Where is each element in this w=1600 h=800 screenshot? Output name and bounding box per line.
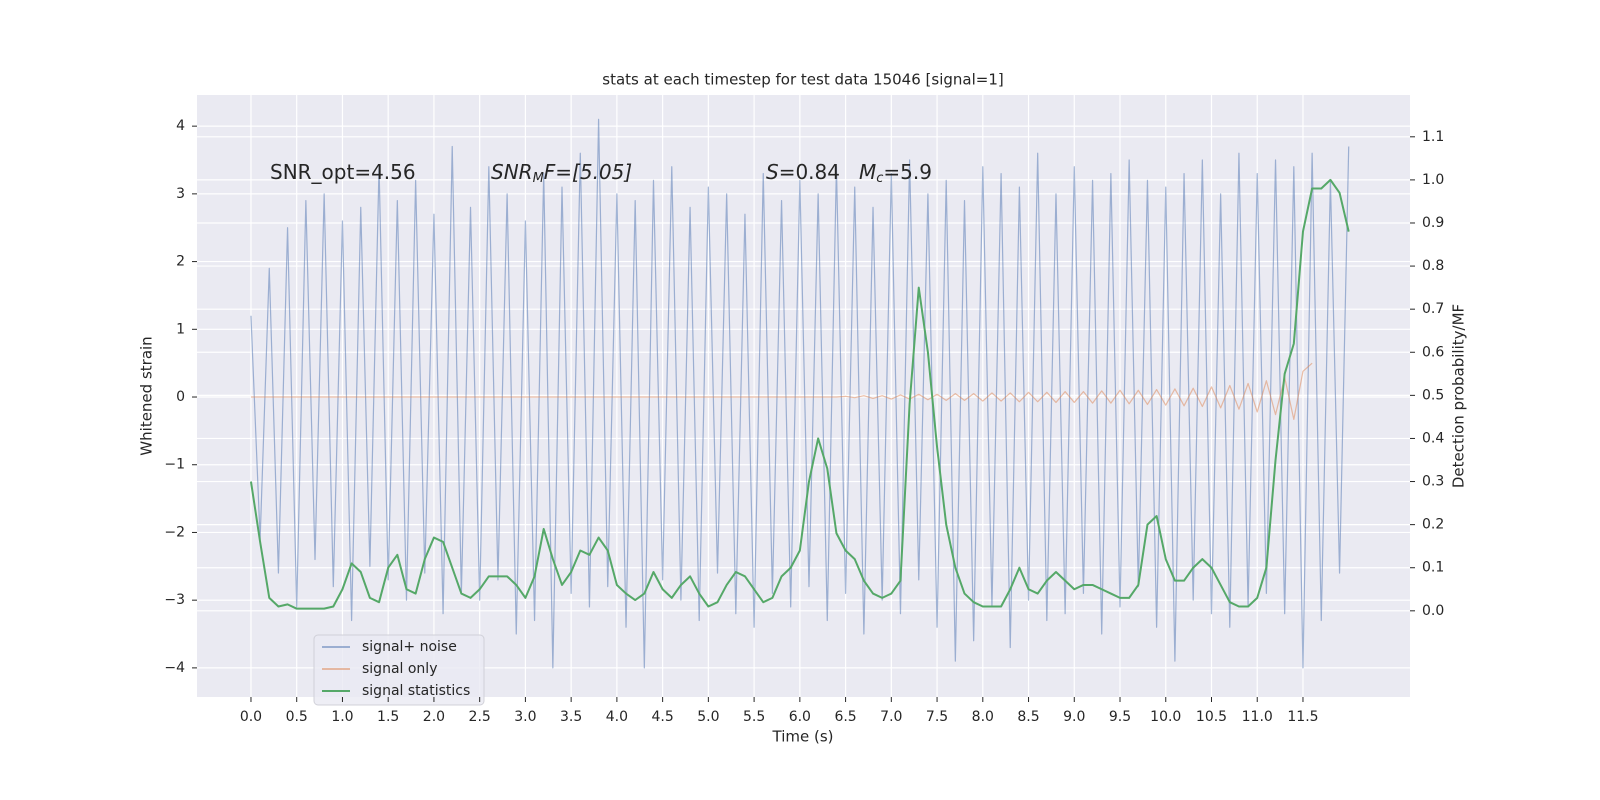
legend-label: signal+ noise <box>362 639 457 655</box>
x-tick-label: 5.0 <box>697 709 719 725</box>
y2-tick-label: 1.1 <box>1422 129 1444 145</box>
annotation: S=0.84 <box>766 160 840 184</box>
legend-label: signal only <box>362 661 437 677</box>
annotation-text: M <box>859 160 876 184</box>
y-tick-label: 0 <box>176 389 185 405</box>
annotation: SNR_opt=4.56 <box>270 160 416 184</box>
x-tick-label: 9.0 <box>1063 709 1085 725</box>
legend-box <box>313 634 485 706</box>
series-line <box>250 118 1350 669</box>
x-tick-label: 6.5 <box>834 709 856 725</box>
series-line <box>250 362 1313 420</box>
y-tick-label: −4 <box>164 660 185 676</box>
x-tick-label: 0.5 <box>286 709 308 725</box>
x-tick-label: 11.0 <box>1242 709 1273 725</box>
y2-tick-label: 0.5 <box>1422 387 1444 403</box>
annotation-text: SNR <box>491 160 533 184</box>
y2-tick-label: 0.8 <box>1422 258 1444 274</box>
y2-tick-label: 0.9 <box>1422 215 1444 231</box>
x-tick-label: 8.0 <box>972 709 994 725</box>
x-tick-label: 11.5 <box>1287 709 1318 725</box>
y2-tick-label: 0.7 <box>1422 301 1444 317</box>
y-tick-label: 2 <box>176 254 185 270</box>
x-tick-label: 2.0 <box>423 709 445 725</box>
x-tick-label: 2.5 <box>469 709 491 725</box>
annotation-text: =0.84 <box>779 160 840 184</box>
x-tick-label: 5.5 <box>743 709 765 725</box>
x-tick-label: 0.0 <box>240 709 262 725</box>
x-tick-label: 10.0 <box>1150 709 1181 725</box>
x-tick-label: 3.0 <box>514 709 536 725</box>
y2-tick-label: 0.6 <box>1422 344 1444 360</box>
annotation-text: SNR_opt=4.56 <box>270 160 416 184</box>
x-axis-label: Time (s) <box>772 728 834 746</box>
x-tick-label: 1.5 <box>377 709 399 725</box>
y-tick-label: 4 <box>176 118 185 134</box>
annotation-text: =5.9 <box>883 160 932 184</box>
y-tick-label: −3 <box>164 592 185 608</box>
x-tick-label: 4.5 <box>651 709 673 725</box>
y2-tick-label: 1.0 <box>1422 172 1444 188</box>
annotation-text: F=[5.05] <box>544 160 632 184</box>
series-line <box>249 178 1350 610</box>
chart-title: stats at each timestep for test data 150… <box>602 71 1003 89</box>
legend-label: signal statistics <box>362 683 470 699</box>
x-tick-label: 3.5 <box>560 709 582 725</box>
y-tick-label: −1 <box>164 457 185 473</box>
x-tick-label: 7.0 <box>880 709 902 725</box>
y2-tick-label: 0.0 <box>1422 603 1444 619</box>
y-tick-label: 3 <box>176 186 185 202</box>
x-tick-label: 4.0 <box>606 709 628 725</box>
x-tick-label: 8.5 <box>1017 709 1039 725</box>
x-tick-label: 6.0 <box>789 709 811 725</box>
x-tick-label: 7.5 <box>926 709 948 725</box>
y2-tick-label: 0.2 <box>1422 517 1444 533</box>
y2-axis-label: Detection probability/MF <box>1450 304 1468 488</box>
x-tick-label: 10.5 <box>1196 709 1227 725</box>
y2-tick-label: 0.3 <box>1422 474 1444 490</box>
y2-tick-label: 0.1 <box>1422 560 1444 576</box>
y2-tick-label: 0.4 <box>1422 430 1444 446</box>
x-tick-label: 1.0 <box>331 709 353 725</box>
x-tick-label: 9.5 <box>1109 709 1131 725</box>
annotation-text: S <box>766 160 779 184</box>
y-axis-label: Whitened strain <box>138 336 156 455</box>
annotation: SNRMF=[5.05] <box>491 160 632 186</box>
annotation: Mc=5.9 <box>859 160 932 186</box>
annotation-text: M <box>533 171 544 186</box>
annotation-text: c <box>876 171 883 186</box>
y-tick-label: −2 <box>164 524 185 540</box>
y-tick-label: 1 <box>176 321 185 337</box>
